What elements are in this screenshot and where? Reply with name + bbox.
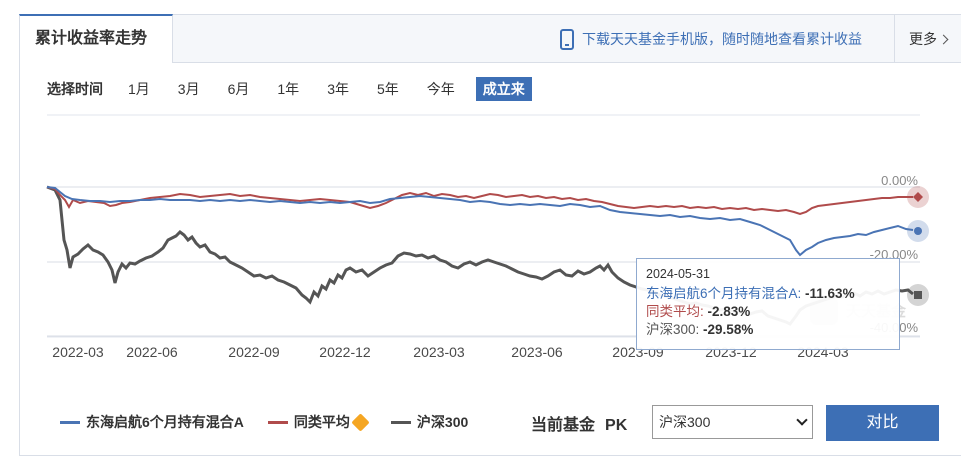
- chart-tooltip: 2024-05-31 东海启航6个月持有混合A: -11.63% 同类平均: -…: [636, 258, 900, 350]
- range-3-months[interactable]: 3月: [177, 81, 200, 97]
- legend-swatch-category-average: [267, 420, 288, 424]
- x-tick-4: 2023-03: [413, 344, 465, 360]
- legend-swatch-hs300: [390, 420, 411, 424]
- pk-label: 当前基金 PK: [531, 411, 627, 435]
- marker-hs300: [914, 291, 922, 299]
- range-since-inception[interactable]: 成立来: [475, 77, 532, 101]
- marker-fund: [914, 227, 922, 235]
- tooltip-value-hs300: -29.58%: [703, 322, 754, 337]
- range-3-years[interactable]: 3年: [327, 81, 349, 97]
- series-line-fund: [46, 186, 914, 257]
- tooltip-value-category-average: -2.83%: [707, 304, 751, 319]
- pk-text: PK: [605, 417, 628, 434]
- tab-cumulative-return[interactable]: 累计收益率走势: [19, 14, 173, 63]
- chevron-down-icon[interactable]: [796, 414, 808, 426]
- legend-label-hs300[interactable]: 沪深300: [416, 414, 469, 430]
- tooltip-date: 2024-05-31: [646, 267, 710, 281]
- y-tick-0: 0.00%: [881, 173, 918, 188]
- legend-item-hs300[interactable]: 沪深300: [390, 412, 469, 432]
- compare-target-select[interactable]: 沪深300: [652, 405, 813, 439]
- download-app-link[interactable]: 下载天天基金手机版，随时随地查看累计收益: [560, 27, 862, 51]
- tooltip-label-category-average: 同类平均: [646, 304, 700, 319]
- compare-button[interactable]: 对比: [826, 405, 939, 441]
- legend-swatch-fund: [60, 420, 80, 424]
- marker-category-average: [913, 192, 923, 202]
- series-line-category-average: [46, 186, 913, 216]
- cumulative-return-panel: 累计收益率走势 下载天天基金手机版，随时随地查看累计收益 更多: [19, 14, 961, 456]
- tooltip-label-fund: 东海启航6个月持有混合A: [646, 286, 798, 301]
- x-tick-2: 2022-09: [228, 344, 280, 360]
- more-link[interactable]: 更多: [894, 15, 961, 63]
- legend-item-category-average[interactable]: 同类平均: [267, 412, 370, 432]
- legend-item-fund[interactable]: 东海启航6个月持有混合A: [60, 412, 244, 432]
- range-5-years[interactable]: 5年: [376, 81, 399, 97]
- x-tick-0: 2022-03: [52, 344, 104, 360]
- chart-legend: 东海启航6个月持有混合A 同类平均 沪深300: [60, 412, 492, 432]
- tooltip-row-hs300: 沪深300: -29.58%: [646, 322, 754, 337]
- more-label[interactable]: 更多: [909, 31, 937, 47]
- download-app-text[interactable]: 下载天天基金手机版，随时随地查看累计收益: [582, 31, 862, 47]
- tooltip-label-hs300: 沪深300: [646, 322, 696, 337]
- legend-label-category-average[interactable]: 同类平均: [293, 414, 350, 430]
- time-range-selector: 选择时间 1月 3月 6月 1年 3年 5年 今年 成立来: [47, 76, 532, 102]
- x-tick-3: 2022-12: [319, 344, 371, 360]
- tooltip-value-fund: -11.63%: [805, 286, 855, 301]
- tooltip-row-category-average: 同类平均: -2.83%: [646, 304, 751, 319]
- tooltip-row-fund: 东海启航6个月持有混合A: -11.63%: [646, 286, 855, 301]
- range-this-year[interactable]: 今年: [426, 81, 455, 97]
- panel-header: 累计收益率走势 下载天天基金手机版，随时随地查看累计收益 更多: [19, 14, 961, 63]
- phone-icon: [560, 28, 574, 50]
- x-tick-1: 2022-06: [126, 344, 178, 360]
- legend-label-fund[interactable]: 东海启航6个月持有混合A: [86, 414, 244, 430]
- info-icon[interactable]: [351, 412, 370, 432]
- compare-target-value[interactable]: 沪深300: [659, 414, 711, 430]
- range-6-months[interactable]: 6月: [227, 81, 250, 97]
- range-1-year[interactable]: 1年: [277, 81, 300, 97]
- range-1-month[interactable]: 1月: [128, 81, 150, 97]
- time-range-label: 选择时间: [47, 81, 103, 97]
- current-fund-label: 当前基金: [531, 417, 596, 434]
- x-tick-5: 2023-06: [511, 344, 563, 360]
